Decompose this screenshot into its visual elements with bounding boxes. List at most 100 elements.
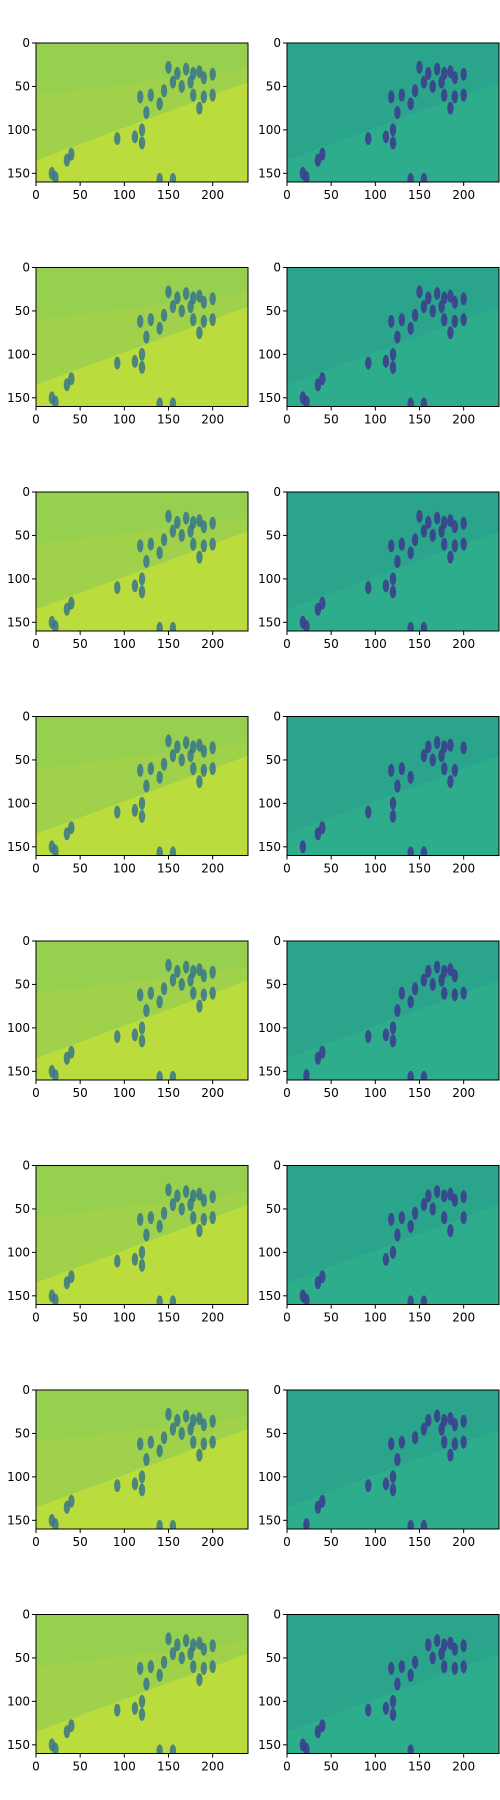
subplot-r3-c1: 0 50 100 150 200 0 50 100 150 — [7, 485, 249, 651]
figure-blob — [138, 1694, 146, 1708]
figure-blob — [447, 101, 454, 115]
y-tick-label: 100 — [258, 1694, 281, 1708]
x-tick-label: 0 — [32, 1535, 40, 1549]
figure-blob — [451, 314, 459, 328]
figure-blob — [420, 1422, 428, 1436]
figure-blob — [143, 1228, 150, 1242]
figure-blob — [451, 71, 459, 85]
figure-blob — [187, 973, 194, 987]
figure-blob — [447, 1224, 454, 1238]
figure-blob — [394, 779, 401, 793]
image-panel — [287, 43, 499, 182]
figure-blob — [407, 1070, 414, 1080]
figure-blob — [433, 1185, 441, 1199]
x-tick-label: 200 — [452, 413, 475, 427]
y-tick-label: 0 — [273, 485, 281, 499]
x-tick-label: 0 — [283, 1535, 291, 1549]
figure-blob — [131, 803, 139, 817]
figure-blob — [165, 60, 172, 74]
figure-blob — [169, 973, 177, 987]
y-tick-label: 100 — [7, 796, 30, 810]
figure-blob — [169, 1647, 177, 1661]
figure-blob — [314, 1276, 322, 1290]
figure-blob — [420, 621, 428, 631]
figure-blob — [131, 130, 139, 144]
figure-blob — [52, 395, 59, 407]
x-tick-label: 150 — [408, 862, 431, 876]
axes-frame — [35, 1165, 249, 1305]
image-panel — [287, 1390, 499, 1529]
figure-blob — [138, 585, 146, 599]
figure-blob — [169, 749, 177, 763]
axes-frame — [35, 1614, 249, 1754]
figure-blob — [433, 736, 441, 750]
image-panel — [36, 1614, 248, 1754]
x-tick-label: 150 — [408, 637, 431, 651]
figure-blob — [438, 1422, 445, 1436]
figure-blob — [147, 762, 155, 776]
figure-blob — [429, 753, 436, 767]
axes-frame — [35, 716, 249, 856]
figure-blob — [441, 762, 448, 776]
subplot-r7-c2: 0 50 100 150 200 0 50 100 150 — [258, 1383, 500, 1549]
figure-blob — [165, 1632, 172, 1646]
figure-blob — [460, 292, 467, 306]
figure-blob — [441, 1211, 448, 1225]
figure-blob — [156, 1744, 163, 1754]
figure-blob — [137, 314, 144, 328]
figure-blob — [156, 1668, 163, 1682]
figure-blob — [63, 602, 71, 616]
figure-blob — [433, 62, 441, 76]
x-tick-label: 150 — [408, 1760, 431, 1774]
figure-blob — [209, 1414, 216, 1428]
figure-blob — [388, 763, 395, 777]
sky-region — [36, 716, 248, 769]
y-tick-label: 50 — [15, 79, 30, 93]
figure-blob — [451, 295, 459, 309]
figure-blob — [114, 132, 121, 146]
x-tick-label: 100 — [364, 862, 387, 876]
figure-blob — [398, 313, 406, 327]
figure-blob — [460, 1435, 467, 1449]
figure-blob — [398, 537, 406, 551]
x-tick-label: 0 — [283, 1311, 291, 1325]
figure-blob — [52, 1069, 59, 1080]
figure-blob — [460, 67, 467, 81]
x-tick-label: 150 — [157, 413, 180, 427]
y-tick-label: 0 — [273, 1159, 281, 1173]
y-tick-label: 0 — [22, 36, 30, 50]
figure-blob — [169, 1295, 177, 1305]
x-tick-label: 50 — [324, 1535, 339, 1549]
figure-blob — [182, 736, 190, 750]
figure-blob — [389, 123, 397, 137]
figure-blob — [209, 88, 216, 102]
figure-blob — [165, 958, 172, 972]
figure-blob — [394, 555, 401, 568]
figure-blob — [137, 90, 144, 104]
y-tick-label: 100 — [258, 572, 281, 586]
y-tick-label: 0 — [273, 710, 281, 724]
x-tick-label: 50 — [73, 1535, 88, 1549]
figure-blob — [165, 1183, 172, 1197]
figure-blob — [209, 1211, 216, 1225]
figure-blob — [303, 1293, 310, 1305]
figure-blob — [143, 1677, 150, 1691]
figure-blob — [187, 1198, 194, 1212]
figure-blob — [190, 986, 197, 1000]
y-tick-label: 100 — [258, 796, 281, 810]
x-tick-label: 50 — [324, 637, 339, 651]
x-tick-label: 100 — [364, 1086, 387, 1100]
figure-blob — [178, 304, 185, 318]
figure-blob — [143, 1453, 150, 1466]
x-tick-label: 0 — [32, 1311, 40, 1325]
figure-blob — [169, 1422, 177, 1436]
x-tick-label: 200 — [201, 862, 224, 876]
figure-blob — [182, 287, 190, 301]
figure-blob — [365, 1703, 372, 1717]
figure-blob — [460, 537, 467, 551]
figure-blob — [147, 88, 155, 102]
figure-blob — [182, 960, 190, 974]
figure-blob — [138, 347, 146, 361]
axes-frame — [286, 267, 500, 407]
